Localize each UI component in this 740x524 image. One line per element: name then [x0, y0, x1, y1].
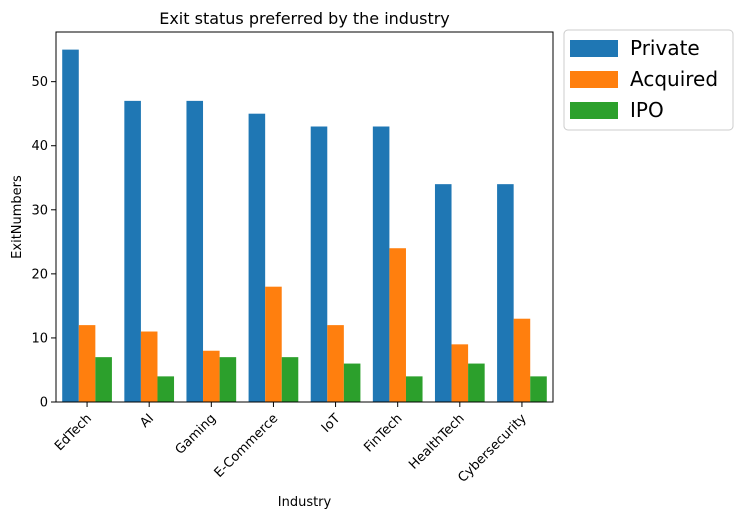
- bar-private-edtech: [62, 49, 79, 403]
- bars-group: [62, 49, 547, 403]
- bar-private-gaming: [186, 100, 204, 403]
- bar-ipo-ai: [157, 376, 175, 402]
- legend: Private Acquired IPO: [563, 29, 734, 131]
- bar-private-cybersecurity: [497, 184, 514, 402]
- chart-title: Exit status preferred by the industry: [159, 9, 450, 28]
- legend-swatch-ipo: [570, 102, 618, 119]
- bar-acquired-iot: [327, 325, 344, 402]
- x-axis-label: Industry: [278, 495, 332, 510]
- y-tick-label: 40: [31, 139, 48, 154]
- x-tick-label: IoT: [319, 411, 344, 436]
- x-tick-label: FinTech: [361, 411, 405, 455]
- bar-ipo-iot: [343, 363, 361, 402]
- bar-ipo-edtech: [95, 357, 112, 402]
- y-tick-label: 50: [31, 75, 48, 90]
- x-tick-label: E-Commerce: [212, 411, 282, 481]
- bar-private-ai: [124, 100, 141, 403]
- bar-acquired-ai: [140, 331, 158, 402]
- legend-label-acquired: Acquired: [630, 67, 718, 91]
- x-tick-label: HealthTech: [406, 411, 467, 472]
- bar-private-healthtech: [434, 184, 452, 402]
- x-tick-label: EdTech: [52, 411, 95, 454]
- y-tick-label: 20: [31, 267, 48, 282]
- bar-private-fintech: [372, 126, 390, 402]
- bar-ipo-e-commerce: [281, 357, 299, 402]
- bar-acquired-healthtech: [451, 344, 469, 402]
- y-axis: 0 10 20 30 40 50: [31, 75, 56, 411]
- bar-ipo-cybersecurity: [530, 376, 547, 402]
- y-tick-label: 0: [40, 396, 48, 411]
- plot-frame: [55, 31, 554, 403]
- bar-acquired-fintech: [389, 248, 406, 402]
- bar-acquired-gaming: [203, 350, 220, 402]
- bar-acquired-cybersecurity: [513, 318, 531, 402]
- x-tick-label: AI: [137, 411, 157, 431]
- bar-ipo-healthtech: [468, 363, 485, 402]
- y-tick-label: 30: [31, 203, 48, 218]
- bar-acquired-e-commerce: [265, 286, 282, 402]
- legend-swatch-private: [570, 40, 618, 57]
- bar-ipo-gaming: [219, 357, 237, 402]
- y-tick-label: 10: [31, 331, 48, 346]
- legend-label-ipo: IPO: [630, 98, 664, 122]
- bar-ipo-fintech: [405, 376, 423, 402]
- y-axis-label: ExitNumbers: [10, 175, 25, 259]
- bar-acquired-edtech: [78, 325, 96, 402]
- legend-label-private: Private: [630, 36, 700, 60]
- legend-swatch-acquired: [570, 71, 618, 88]
- bar-private-e-commerce: [248, 113, 266, 402]
- x-tick-label: Gaming: [173, 411, 220, 458]
- bar-private-iot: [310, 126, 328, 402]
